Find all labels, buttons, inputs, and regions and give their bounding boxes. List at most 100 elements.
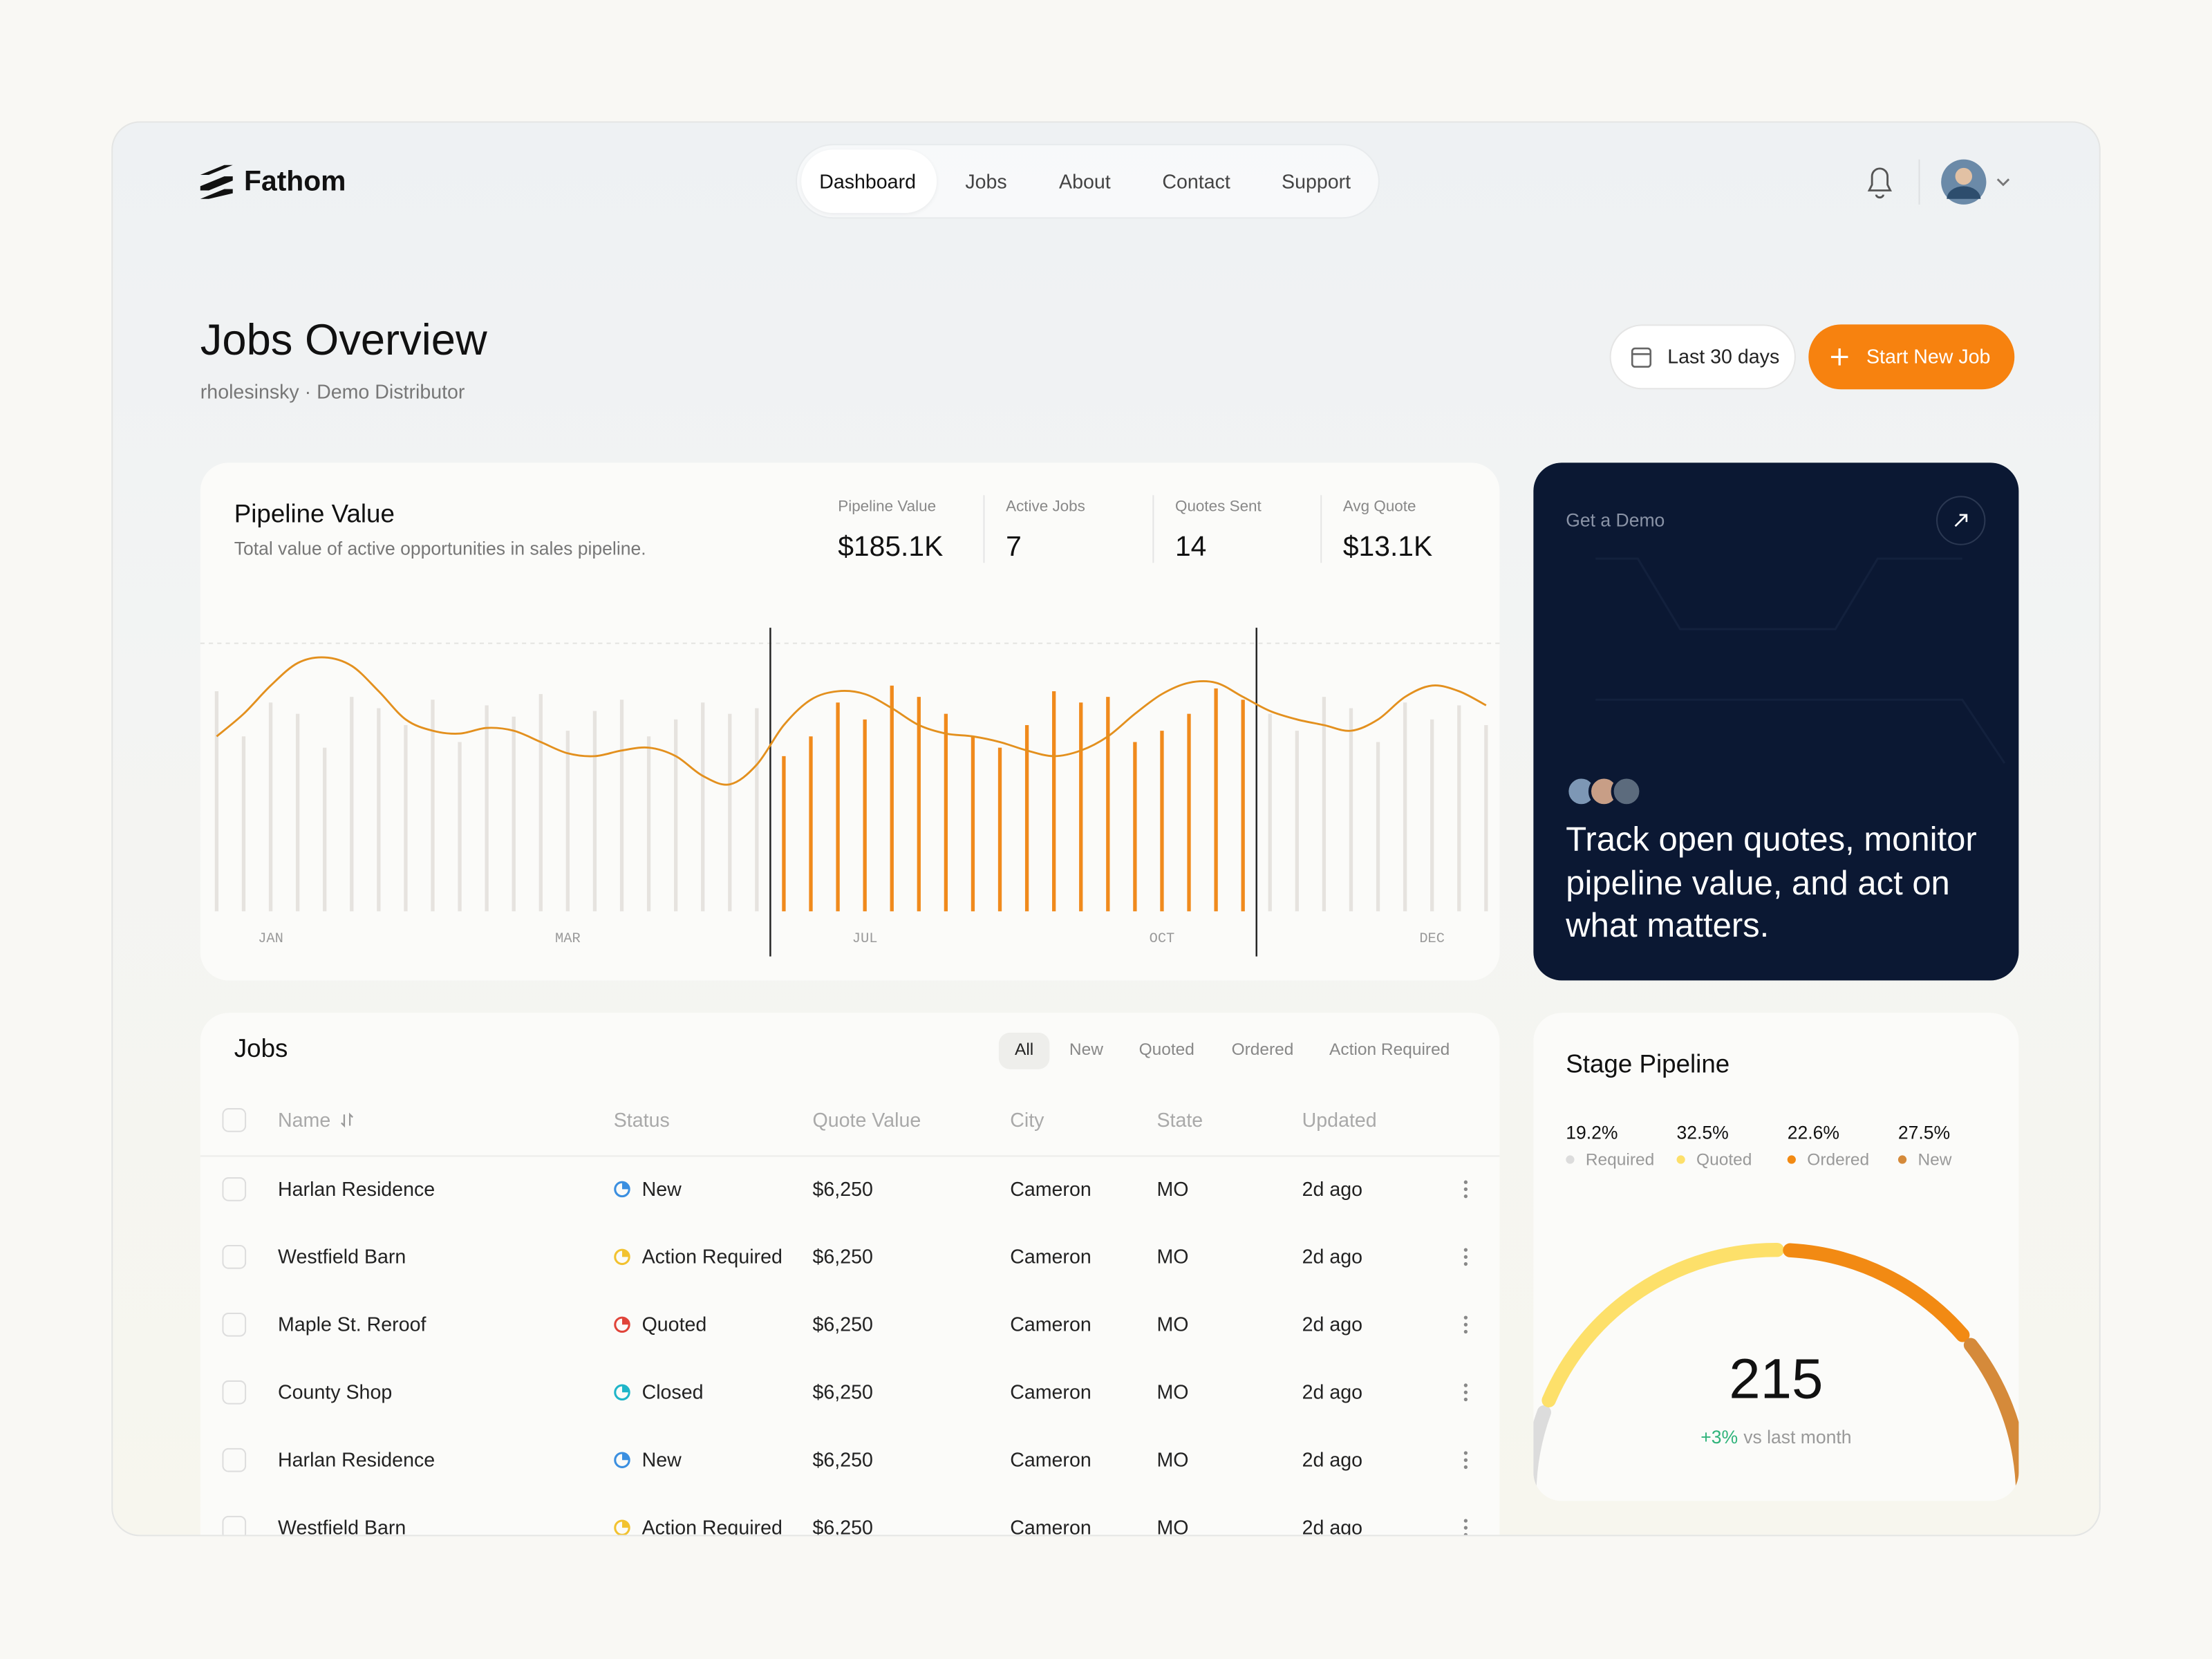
logo-icon (200, 165, 233, 199)
bar (565, 731, 570, 912)
filter-tab[interactable]: All (1015, 1039, 1034, 1060)
gauge-total: 215 (1729, 1349, 1824, 1411)
cell: Cameron (1010, 1177, 1091, 1200)
demo-card[interactable] (1533, 462, 2019, 981)
filter-tab[interactable]: Quoted (1138, 1039, 1194, 1060)
bar (350, 697, 354, 912)
nav-active-pill (801, 149, 937, 214)
demo-arrow-button[interactable] (1936, 496, 1986, 545)
cell: Cameron (1010, 1245, 1091, 1268)
legend-dot (1566, 1155, 1575, 1164)
bar (1403, 702, 1407, 912)
filter-tab[interactable]: New (1069, 1039, 1103, 1060)
stat-value: $13.1K (1342, 532, 1433, 563)
date-range-button[interactable] (1609, 324, 1796, 390)
gauge-segment (1783, 1243, 1970, 1342)
status-label: New (641, 1448, 682, 1471)
row-menu-dot (1463, 1180, 1468, 1184)
status-icon-fill (621, 1520, 630, 1528)
app-content: Fathom Dashboard Jobs About Contact Supp… (113, 123, 2099, 1537)
filter-tab[interactable]: Action Required (1329, 1039, 1450, 1060)
row-menu-dot (1463, 1383, 1468, 1387)
stat-label: Quotes Sent (1174, 498, 1262, 516)
avatar-face (1955, 167, 1973, 185)
row-menu-dot (1463, 1329, 1468, 1334)
status-label: Closed (641, 1380, 704, 1403)
legend-label: Required (1585, 1149, 1655, 1170)
cell: Cameron (1010, 1448, 1091, 1471)
bar (214, 691, 219, 912)
logo-text[interactable]: Fathom (244, 166, 346, 198)
status-label: Action Required (641, 1245, 782, 1268)
cell: 2d ago (1302, 1245, 1363, 1268)
cell: County Shop (278, 1380, 393, 1403)
cell: Westfield Barn (278, 1516, 406, 1537)
status-icon-fill (621, 1182, 630, 1190)
bar (997, 747, 1002, 912)
legend-label: Ordered (1807, 1149, 1870, 1170)
stat-label: Avg Quote (1342, 498, 1416, 516)
row-menu-dot (1463, 1262, 1468, 1266)
bar (485, 705, 489, 912)
x-tick-label: MAR (555, 931, 581, 947)
bar (431, 700, 435, 912)
cell: 2d ago (1302, 1380, 1363, 1403)
divider (1152, 495, 1154, 563)
pipeline-card (200, 462, 1500, 981)
bar (1322, 697, 1327, 912)
bar (1024, 724, 1029, 912)
checkbox[interactable] (222, 1447, 247, 1472)
bar (377, 708, 381, 912)
checkbox[interactable] (222, 1312, 247, 1337)
start-job-label: Start New Job (1866, 345, 1991, 368)
sort-icon[interactable] (341, 1112, 353, 1128)
checkbox[interactable] (222, 1515, 247, 1537)
cell: Harlan Residence (278, 1177, 435, 1200)
bar (1457, 705, 1461, 912)
demo-decoration (1595, 557, 2006, 764)
gauge-change: +3% (1700, 1426, 1738, 1448)
bar (944, 713, 948, 912)
column-header[interactable]: Name (278, 1108, 331, 1131)
bar (1268, 713, 1272, 912)
cell: 2d ago (1302, 1177, 1363, 1200)
row-menu-dot (1463, 1526, 1468, 1530)
legend-value: 32.5% (1676, 1121, 1729, 1143)
row-menu-dot (1463, 1322, 1468, 1327)
row-menu-dot (1463, 1519, 1468, 1523)
x-tick-label: JUL (852, 931, 878, 947)
gauge-segment (1533, 1405, 1551, 1501)
nav-link[interactable]: Dashboard (819, 170, 916, 193)
status-icon-fill (621, 1385, 630, 1393)
column-header: Updated (1302, 1108, 1377, 1131)
nav-link[interactable]: About (1059, 170, 1111, 193)
cell: $6,250 (812, 1313, 873, 1335)
row-menu-dot (1463, 1194, 1468, 1199)
bar (917, 697, 921, 912)
bar (1349, 708, 1353, 912)
checkbox[interactable] (222, 1177, 247, 1201)
checkbox[interactable] (222, 1380, 247, 1405)
row-menu-dot (1463, 1465, 1468, 1470)
divider (983, 495, 985, 563)
bar (268, 702, 273, 912)
row-menu-dot (1463, 1187, 1468, 1192)
nav-link[interactable]: Jobs (965, 170, 1007, 193)
stat-value: 7 (1006, 532, 1022, 563)
checkbox[interactable] (222, 1245, 247, 1269)
bar (1160, 731, 1164, 912)
bar (1295, 731, 1299, 912)
checkbox[interactable] (222, 1108, 247, 1132)
bell-icon[interactable] (1867, 167, 1892, 199)
demo-text: Track open quotes, monitor pipeline valu… (1566, 821, 1977, 946)
trend-line (216, 656, 1487, 786)
cell: Maple St. Reroof (278, 1313, 427, 1335)
filter-tab[interactable]: Ordered (1231, 1039, 1294, 1060)
nav-link[interactable]: Contact (1162, 170, 1230, 193)
cell: $6,250 (812, 1380, 873, 1403)
nav-link[interactable]: Support (1282, 170, 1351, 193)
bar (809, 736, 813, 912)
cell: 2d ago (1302, 1313, 1363, 1335)
